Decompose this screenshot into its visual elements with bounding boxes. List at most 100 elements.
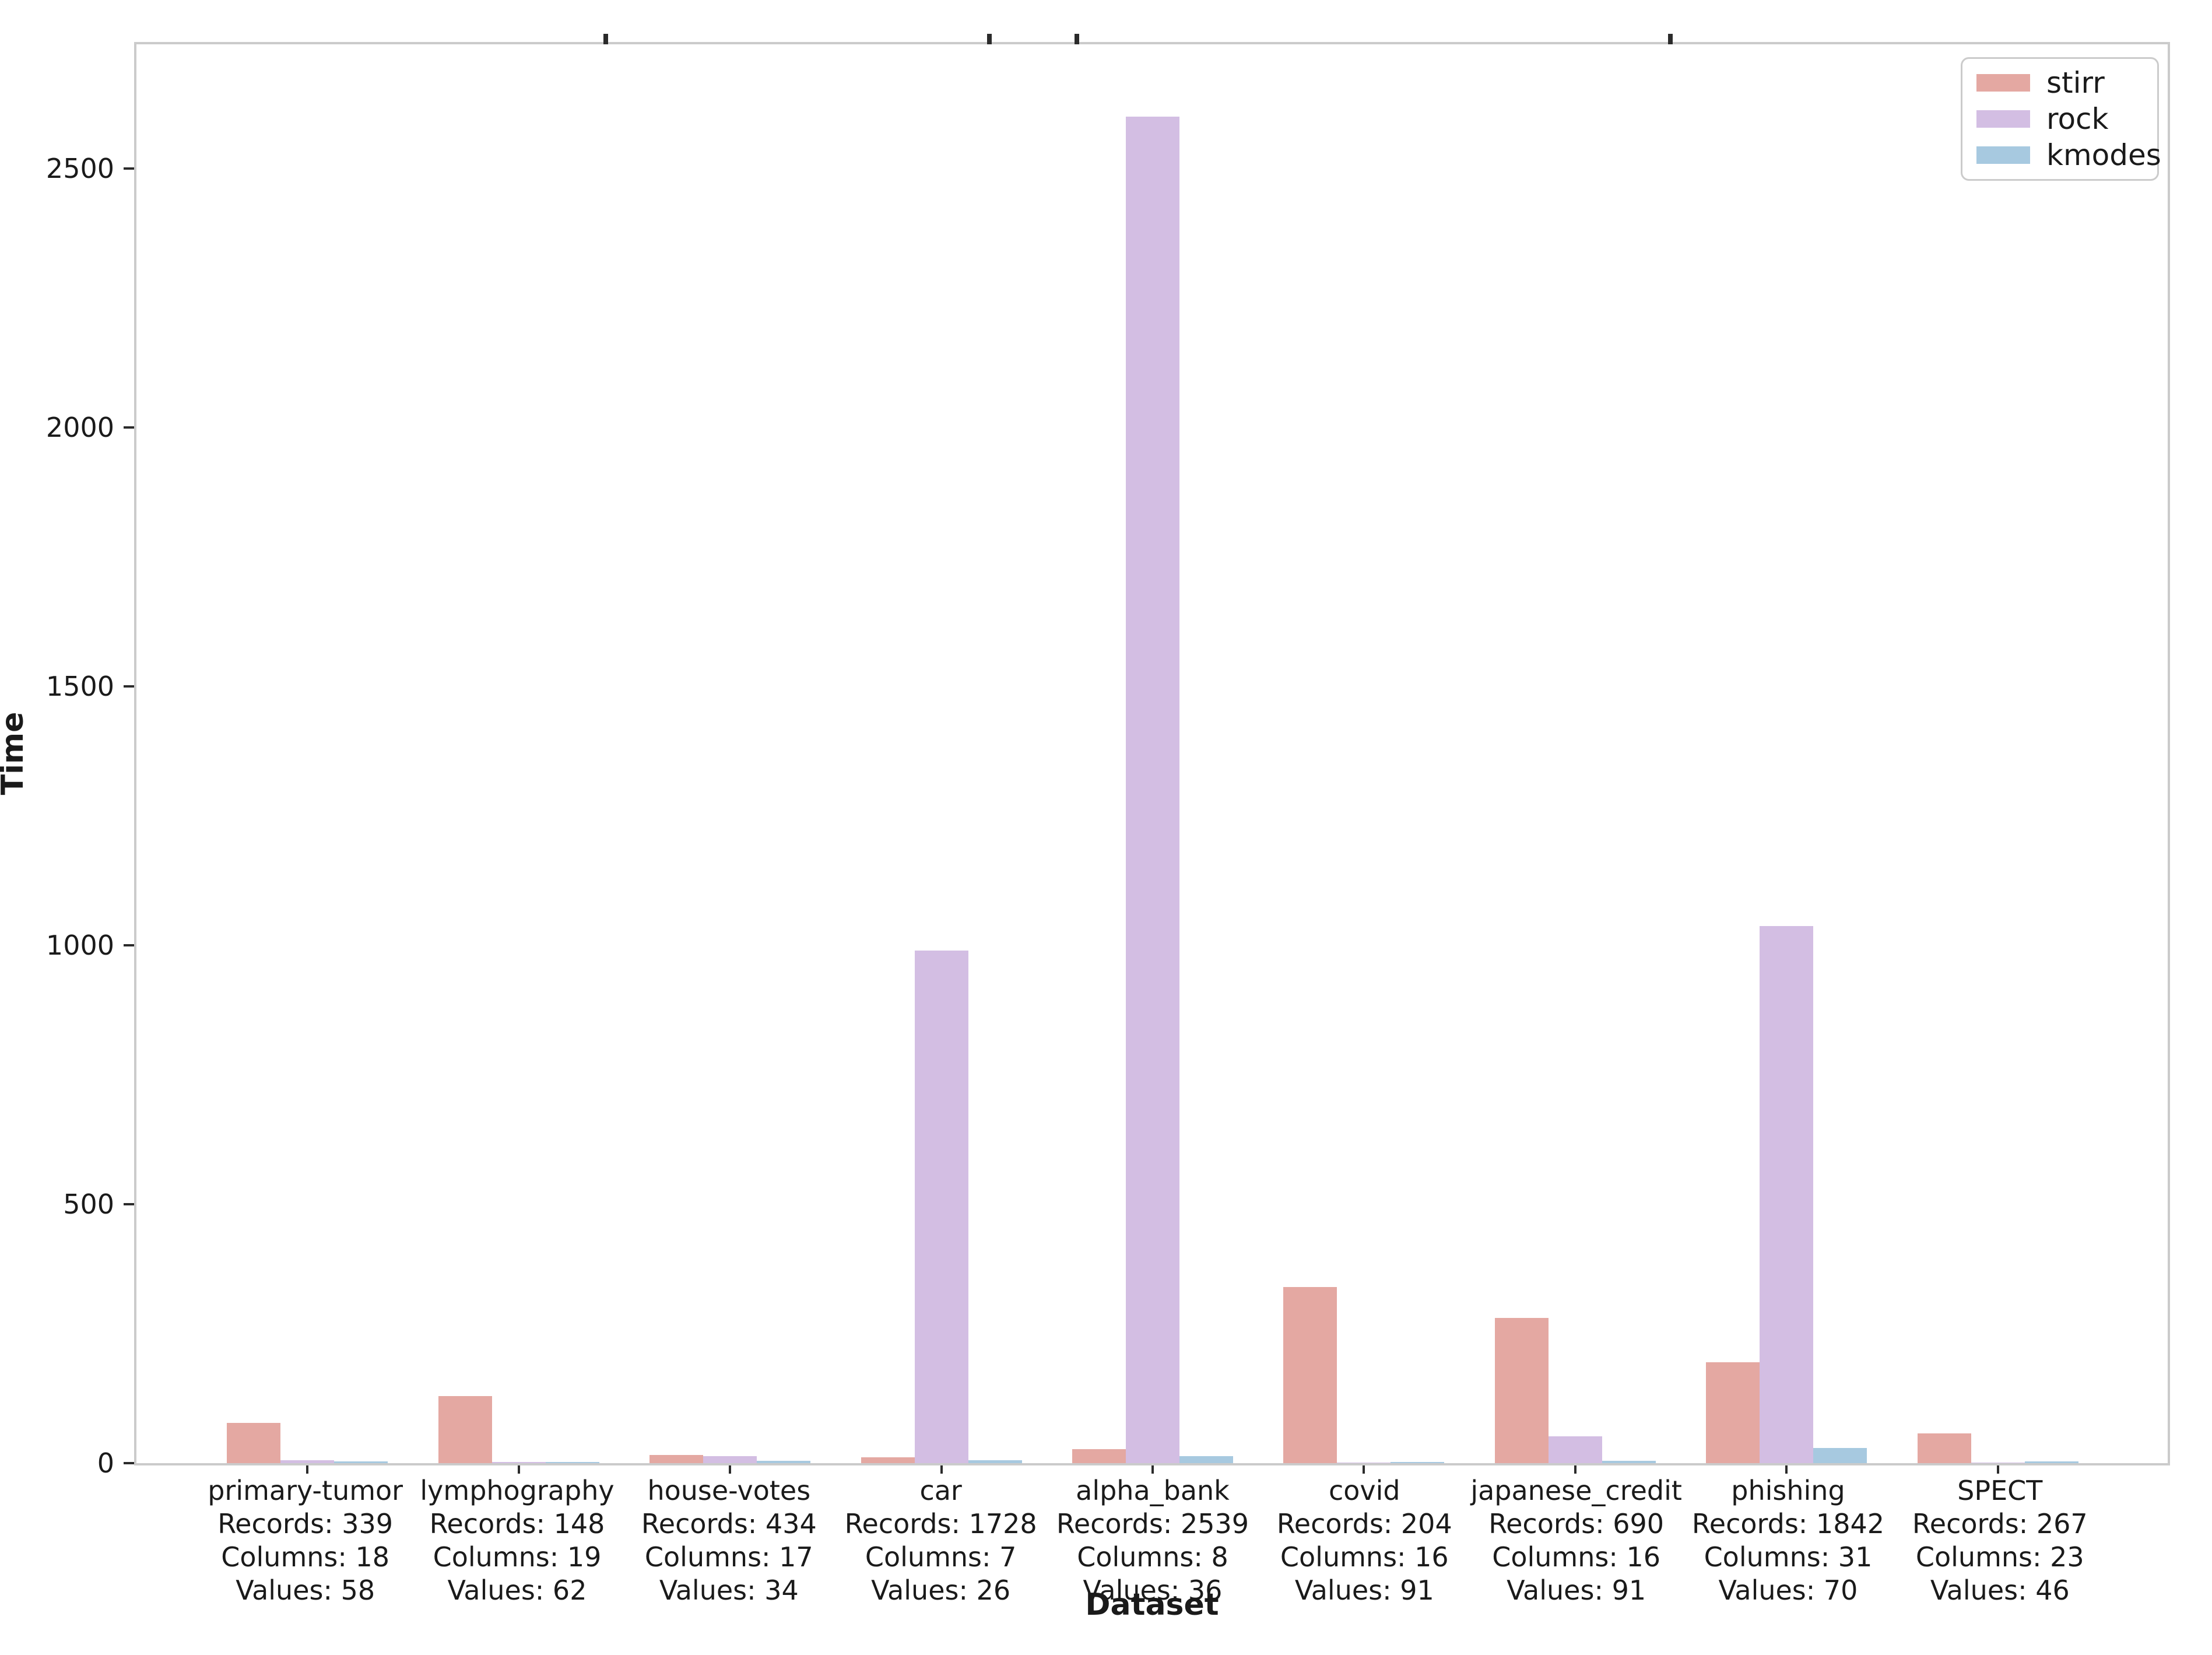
y-tickmark: [124, 167, 134, 170]
x-tick-label-line: phishing: [1731, 1475, 1845, 1506]
clipped-title-mark: [1075, 34, 1079, 44]
legend-label-kmodes: kmodes: [2046, 138, 2161, 172]
legend-swatch-kmodes: [1976, 146, 2030, 164]
legend-item-rock: rock: [1976, 104, 2143, 134]
x-tick-label-line: primary-tumor: [208, 1475, 403, 1506]
bar-stirr-house-votes: [649, 1455, 704, 1463]
bar-group-primary-tumor: [202, 44, 413, 1474]
x-tick-label-line: SPECT: [1957, 1475, 2043, 1506]
x-tick-label-line: Columns: 23: [1915, 1541, 2084, 1573]
x-tick-label-line: Records: 434: [641, 1508, 817, 1540]
y-tick-label-1000: 1000: [45, 930, 114, 962]
x-tick-label-line: Columns: 16: [1280, 1541, 1449, 1573]
x-tick-label-line: Columns: 19: [433, 1541, 602, 1573]
x-tickmark: [306, 1465, 309, 1474]
bar-group-alpha_bank: [1047, 44, 1258, 1474]
legend-swatch-stirr: [1976, 74, 2030, 92]
x-tick-label-line: Records: 339: [217, 1508, 394, 1540]
bar-rock-alpha_bank: [1125, 117, 1179, 1463]
x-tick-label-line: Values: 62: [447, 1575, 587, 1606]
x-tick-label-line: Values: 46: [1930, 1575, 2070, 1606]
bar-stirr-SPECT: [1917, 1433, 1971, 1463]
bar-kmodes-lymphography: [545, 1462, 599, 1463]
bar-stirr-alpha_bank: [1072, 1449, 1126, 1463]
x-tick-label-line: Columns: 7: [865, 1541, 1017, 1573]
bar-group-house-votes: [624, 44, 835, 1474]
legend-label-rock: rock: [2046, 102, 2109, 136]
bar-stirr-primary-tumor: [227, 1423, 281, 1463]
y-tick-label-0: 0: [97, 1447, 114, 1479]
legend-item-stirr: stirr: [1976, 68, 2143, 98]
x-tick-label-line: Records: 148: [429, 1508, 605, 1540]
x-tickmark: [1574, 1465, 1577, 1474]
bar-rock-house-votes: [703, 1456, 757, 1463]
bar-stirr-covid: [1283, 1287, 1337, 1463]
y-tickmark: [124, 1203, 134, 1206]
y-axis-title: Time: [0, 711, 30, 795]
clipped-title-mark: [603, 34, 608, 44]
y-tick-label-1500: 1500: [45, 671, 114, 703]
legend-item-kmodes: kmodes: [1976, 140, 2161, 170]
x-tickmark: [517, 1465, 520, 1474]
clipped-title-mark: [1668, 34, 1673, 44]
x-tick-label-line: lymphography: [420, 1475, 615, 1506]
x-tickmark: [729, 1465, 732, 1474]
bar-group-phishing: [1681, 44, 1892, 1474]
x-tick-label-line: alpha_bank: [1076, 1475, 1230, 1506]
bar-kmodes-japanese_credit: [1602, 1461, 1656, 1463]
x-tick-label-line: Records: 1728: [844, 1508, 1037, 1540]
bar-rock-car: [914, 951, 968, 1463]
x-axis-tick-labels: primary-tumor Records: 339 Columns: 18 Valu…: [199, 1474, 2106, 1607]
y-tick-label-500: 500: [63, 1188, 114, 1221]
legend: stirr rock kmodes: [1961, 57, 2161, 181]
x-tick-label-line: Columns: 17: [644, 1541, 813, 1573]
x-tickmark: [1996, 1465, 1999, 1474]
bar-kmodes-primary-tumor: [334, 1461, 388, 1463]
bar-kmodes-alpha_bank: [1179, 1456, 1233, 1463]
x-tick-label-line: Values: 91: [1294, 1575, 1434, 1606]
bar-stirr-car: [861, 1457, 915, 1463]
y-tickmark: [124, 944, 134, 947]
x-tick-label-line: Columns: 16: [1492, 1541, 1661, 1573]
bar-kmodes-house-votes: [757, 1461, 811, 1463]
bar-rock-phishing: [1760, 926, 1814, 1463]
x-tickmark: [1151, 1465, 1154, 1474]
legend-swatch-rock: [1976, 110, 2030, 128]
x-axis-title: Dataset: [1085, 1587, 1219, 1622]
y-tickmark: [124, 426, 134, 429]
x-tick-label-line: Values: 91: [1507, 1575, 1646, 1606]
x-tick-label-covid: covid Records: 204 Columns: 16 Values: 91: [1259, 1474, 1470, 1607]
legend-label-stirr: stirr: [2046, 66, 2105, 100]
x-tick-label-SPECT: SPECT Records: 267 Columns: 23 Values: 46: [1894, 1474, 2106, 1607]
y-tick-label-2000: 2000: [45, 412, 114, 444]
bar-stirr-lymphography: [438, 1396, 492, 1463]
x-tick-label-line: covid: [1328, 1475, 1400, 1506]
x-tick-label-line: Records: 204: [1276, 1508, 1452, 1540]
x-tick-label-line: Records: 690: [1488, 1508, 1665, 1540]
x-tick-label-line: car: [919, 1475, 962, 1506]
x-tick-label-line: Values: 26: [871, 1575, 1011, 1606]
y-tickmark: [124, 685, 134, 688]
x-tick-label-line: Records: 2539: [1056, 1508, 1249, 1540]
y-tickmark: [124, 1462, 134, 1464]
x-tick-label-line: house-votes: [647, 1475, 811, 1506]
x-tick-label-line: Columns: 18: [221, 1541, 390, 1573]
x-tick-label-car: car Records: 1728 Columns: 7 Values: 26: [835, 1474, 1047, 1607]
bar-kmodes-SPECT: [2024, 1461, 2078, 1463]
bar-stirr-phishing: [1706, 1362, 1760, 1463]
bar-kmodes-phishing: [1813, 1448, 1867, 1463]
x-tickmark: [1363, 1465, 1365, 1474]
x-tick-label-line: Values: 70: [1718, 1575, 1858, 1606]
x-tick-label-line: Records: 267: [1912, 1508, 2088, 1540]
bar-kmodes-covid: [1391, 1462, 1445, 1463]
x-tick-label-primary-tumor: primary-tumor Records: 339 Columns: 18 Valu…: [199, 1474, 411, 1607]
bar-rock-primary-tumor: [280, 1460, 335, 1463]
x-tick-label-lymphography: lymphography Records: 148 Columns: 19 Value…: [411, 1474, 623, 1607]
x-tick-label-line: Columns: 8: [1077, 1541, 1228, 1573]
bar-stirr-japanese_credit: [1494, 1318, 1549, 1463]
bar-rock-japanese_credit: [1548, 1436, 1602, 1463]
bar-kmodes-car: [968, 1460, 1022, 1463]
x-tick-label-alpha_bank: alpha_bank Records: 2539 Columns: 8 Values:…: [1047, 1474, 1258, 1607]
x-tick-label-phishing: phishing Records: 1842 Columns: 31 Values: …: [1682, 1474, 1894, 1607]
x-tickmark: [940, 1465, 943, 1474]
